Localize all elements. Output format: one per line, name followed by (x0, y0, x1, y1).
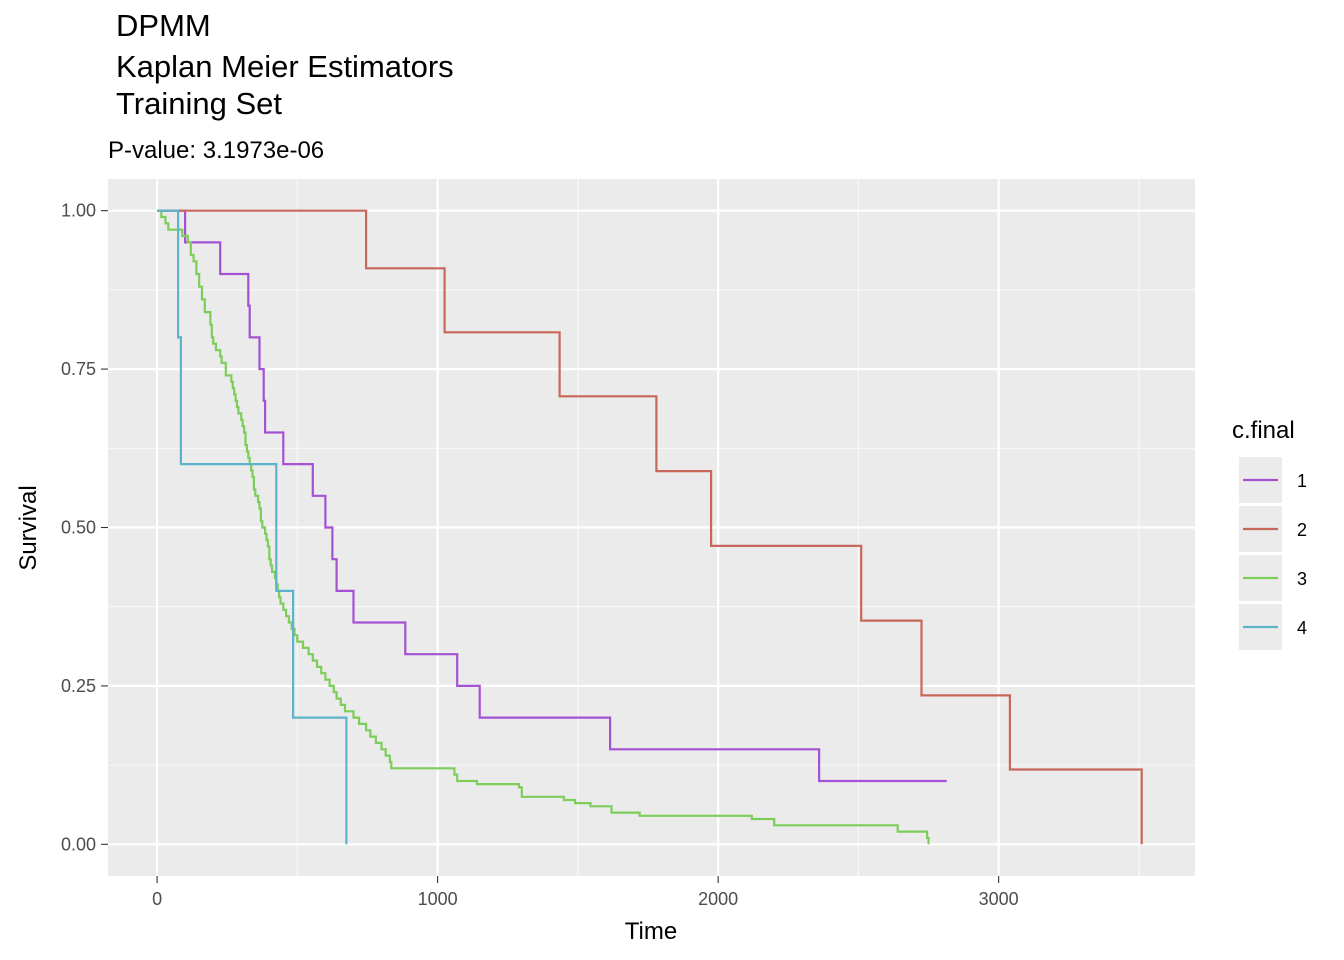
major-gridlines (108, 179, 1195, 876)
title-line-3: Training Set (116, 86, 282, 121)
series-2-curve (157, 209, 1143, 845)
legend: c.final 1 2 3 4 (1232, 417, 1307, 650)
chart-subtitle: P-value: 3.1973e-06 (108, 137, 324, 164)
x-tick-label: 3000 (979, 889, 1019, 909)
x-tick-label: 2000 (698, 889, 738, 909)
x-axis: 0 1000 2000 3000 (152, 876, 1019, 909)
chart-title: DPMM Kaplan Meier Estimators Training Se… (116, 8, 454, 121)
y-axis: 0.00 0.25 0.50 0.75 1.00 (61, 201, 108, 854)
x-tick-label: 0 (152, 889, 162, 909)
series-4-curve (157, 209, 348, 845)
y-tick-label: 0.25 (61, 676, 96, 696)
y-tick-label: 0.75 (61, 359, 96, 379)
y-tick-label: 0.50 (61, 518, 96, 538)
title-line-1: DPMM (116, 8, 211, 43)
legend-title: c.final (1232, 417, 1295, 444)
legend-label-1: 1 (1297, 471, 1307, 491)
survival-curves (157, 209, 1143, 845)
legend-label-3: 3 (1297, 569, 1307, 589)
y-tick-label: 0.00 (61, 834, 96, 854)
y-axis-title: Survival (15, 485, 42, 570)
legend-label-4: 4 (1297, 618, 1307, 638)
legend-label-2: 2 (1297, 520, 1307, 540)
x-axis-title: Time (625, 918, 677, 945)
series-1-curve (157, 209, 947, 783)
x-tick-label: 1000 (418, 889, 458, 909)
y-tick-label: 1.00 (61, 201, 96, 221)
title-line-2: Kaplan Meier Estimators (116, 49, 454, 84)
series-3-curve (157, 209, 930, 845)
